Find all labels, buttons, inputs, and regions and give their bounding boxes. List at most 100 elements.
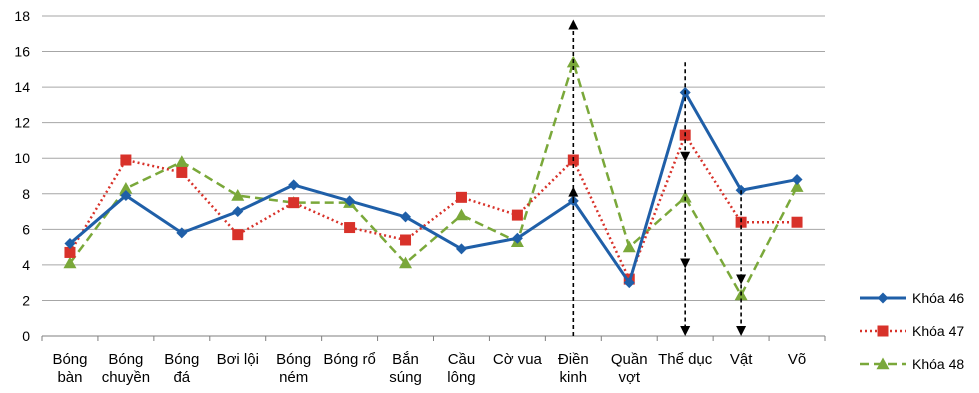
annotation-arrow [680, 268, 691, 336]
x-category-label-line: bàn [57, 369, 82, 386]
y-tick-label: 8 [22, 186, 30, 202]
arrow-head [736, 274, 747, 285]
x-category-label-line: chuyền [102, 369, 150, 386]
x-category-label-line: Bắn [392, 351, 419, 368]
x-category-label: Thể dục [658, 351, 713, 368]
annotation-arrow [736, 284, 747, 336]
x-category-label-line: Bóng [52, 351, 87, 368]
data-point-triangle [622, 240, 636, 253]
arrow-head [680, 151, 691, 162]
series-1 [64, 129, 803, 285]
x-category-label: Bóng đá [164, 351, 199, 386]
data-point-diamond [877, 292, 889, 304]
legend-label: Khóa 46 [912, 290, 964, 306]
arrow-head [568, 19, 579, 30]
x-category-label: Bơi lội [217, 351, 259, 368]
annotation-arrow [680, 62, 691, 162]
gridlines [42, 15, 825, 337]
data-point-square [791, 216, 803, 228]
y-tick-label: 16 [14, 44, 30, 60]
arrow-head [680, 326, 691, 336]
x-category-label-line: súng [389, 369, 422, 386]
data-point-triangle [63, 256, 77, 269]
x-category-label-line: Võ [788, 351, 806, 368]
x-category-label-line: Điền [558, 351, 589, 368]
series-line [68, 90, 798, 285]
x-category-label: Bắn súng [389, 351, 422, 386]
legend-item: Khóa 47 [860, 323, 964, 339]
y-tick-label: 6 [22, 221, 30, 237]
data-point-diamond [400, 211, 412, 223]
x-category-label-line: Bóng rổ [323, 351, 376, 368]
data-point-diamond [120, 190, 132, 202]
x-category-label-line: lông [447, 369, 475, 386]
data-point-triangle [790, 180, 804, 192]
x-category-label-line: Bóng [276, 351, 311, 368]
series-group [63, 55, 804, 301]
legend-label: Khóa 47 [912, 323, 964, 339]
data-point-triangle [231, 189, 245, 201]
x-category-label-line: Bơi lội [217, 351, 259, 368]
x-category-label: Cờ vua [493, 351, 543, 368]
data-point-triangle [678, 190, 692, 203]
annotation-arrows [568, 19, 747, 336]
x-category-label-line: vợt [618, 369, 640, 386]
data-point-diamond [791, 174, 803, 186]
annotation-arrow [736, 190, 747, 285]
legend: Khóa 46 Khóa 47 Khóa 48 [860, 290, 964, 372]
y-tick-label: 14 [14, 79, 30, 95]
y-axis: 0 2 4 6 8 10 12 14 16 18 [14, 8, 30, 344]
x-category-label-line: Cầu [448, 351, 476, 368]
series-2 [63, 55, 804, 301]
x-category-label-line: Quần [611, 351, 648, 368]
x-category-label-line: kinh [560, 369, 588, 386]
data-point-triangle [399, 256, 413, 269]
data-point-square [232, 229, 244, 241]
x-category-label-line: Cờ vua [493, 351, 543, 368]
annotation-arrow [568, 186, 579, 201]
data-point-diamond [176, 227, 188, 239]
data-point-diamond [64, 238, 76, 250]
x-category-label-line: Thể dục [658, 351, 713, 368]
data-point-triangle [454, 208, 468, 221]
data-point-diamond [288, 179, 300, 191]
data-point-diamond [623, 277, 635, 289]
arrow-head [736, 326, 747, 336]
data-point-square [120, 154, 132, 166]
legend-item: Khóa 48 [860, 356, 964, 372]
legend-item: Khóa 46 [860, 290, 964, 306]
data-point-square [344, 222, 356, 234]
y-tick-label: 2 [22, 292, 30, 308]
x-category-label-line: Vật [730, 351, 753, 368]
arrow-head [568, 186, 579, 197]
data-point-triangle [175, 155, 189, 167]
series-line [68, 60, 799, 297]
x-category-label: Cầu lông [447, 351, 475, 386]
legend-label: Khóa 48 [912, 356, 964, 372]
data-point-square [511, 209, 523, 221]
data-point-square [455, 191, 467, 203]
data-point-diamond [511, 232, 523, 244]
data-point-diamond [455, 243, 467, 255]
annotation-arrow [568, 19, 579, 336]
data-point-triangle [119, 181, 133, 194]
x-category-label-line: đá [173, 369, 190, 386]
x-category-label: Điền kinh [558, 351, 589, 386]
x-category-label-line: Bóng [164, 351, 199, 368]
x-category-label-line: ném [279, 369, 308, 386]
x-category-label: Bóng rổ [323, 351, 376, 368]
y-tick-label: 12 [14, 115, 30, 131]
series-0 [64, 86, 803, 289]
data-point-square [176, 166, 188, 178]
y-tick-label: 10 [14, 150, 30, 166]
x-category-label: Quần vợt [611, 351, 648, 386]
data-point-square [400, 234, 412, 246]
x-category-label-line: Bóng [108, 351, 143, 368]
x-category-label: Vật [730, 351, 753, 368]
x-category-label: Bóng bàn [52, 351, 87, 386]
x-category-label: Võ [788, 351, 806, 368]
y-tick-label: 0 [22, 328, 30, 344]
x-category-label: Bóng chuyền [102, 351, 150, 386]
